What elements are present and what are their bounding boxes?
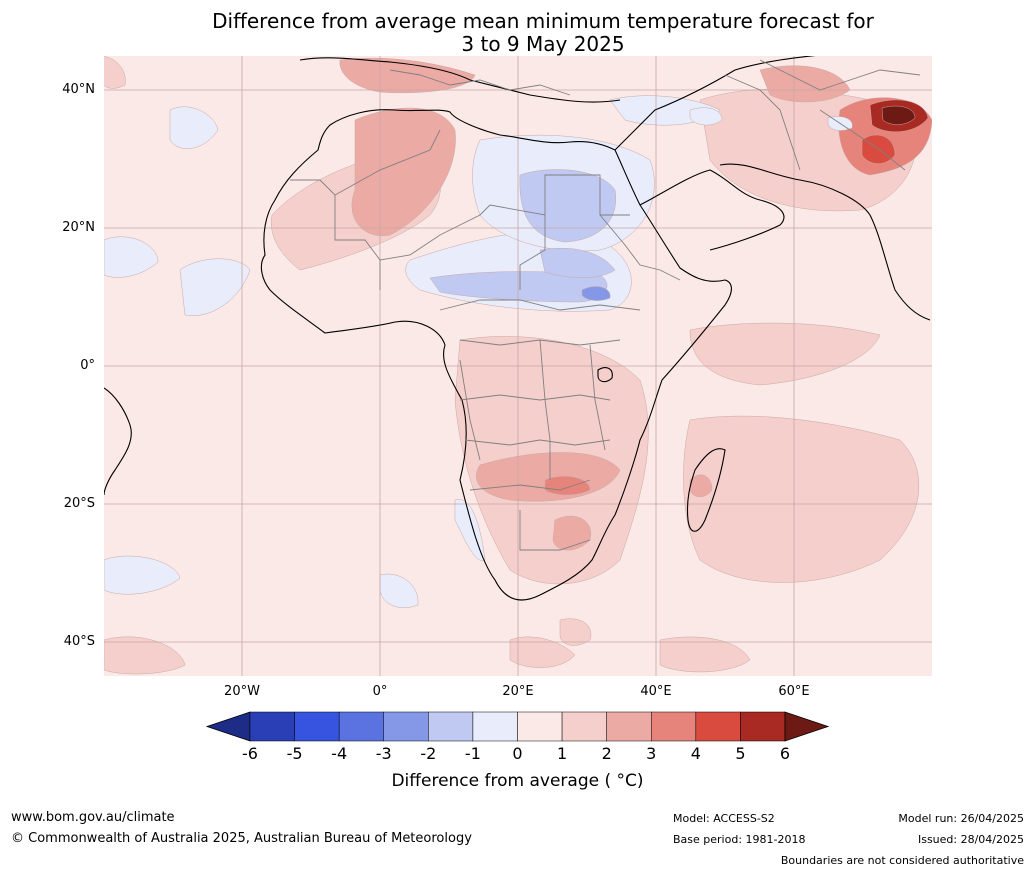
lat-label-40n: 40°N — [62, 82, 95, 97]
title-line-1: Difference from average mean minimum tem… — [212, 9, 874, 33]
anomaly-shading — [104, 56, 932, 675]
footer-url[interactable]: www.bom.gov.au/climate — [11, 810, 175, 825]
colorbar-tick-label: 6 — [779, 744, 791, 763]
colorbar-tick-label: -4 — [331, 744, 348, 763]
colorbar-segment — [740, 711, 786, 742]
lat-label-20n: 20°N — [62, 220, 95, 235]
colorbar-segment — [561, 711, 607, 742]
footer-issued: Issued: 28/04/2025 — [917, 833, 1024, 846]
colorbar-segment — [338, 711, 384, 742]
country-borders — [290, 59, 921, 551]
gridlines — [104, 56, 932, 676]
colorbar — [205, 711, 830, 742]
footer-copyright: © Commonwealth of Australia 2025, Austra… — [11, 831, 472, 846]
colorbar-segment — [517, 711, 563, 742]
colorbar-segment — [383, 711, 429, 742]
colorbar-segment — [428, 711, 474, 742]
lat-label-equator: 0° — [80, 358, 95, 373]
colorbar-tick-label: -2 — [420, 744, 437, 763]
lon-label-20w: 20°W — [224, 684, 260, 699]
colorbar-tick-label: -1 — [464, 744, 481, 763]
colorbar-segment — [249, 711, 295, 742]
colorbar-tick-label: -5 — [286, 744, 303, 763]
coastlines — [104, 56, 931, 601]
colorbar-segment — [606, 711, 652, 742]
lon-label-60e: 60°E — [778, 684, 810, 699]
colorbar-tick-label: 2 — [601, 744, 612, 763]
colorbar-extend-high — [784, 711, 830, 742]
colorbar-tick-label: 0 — [512, 744, 523, 763]
map-title: Difference from average mean minimum tem… — [0, 10, 1035, 56]
footer-model: Model: ACCESS-S2 — [673, 812, 775, 825]
footer-disclaimer: Boundaries are not considered authoritat… — [780, 854, 1024, 867]
colorbar-tick-label: 3 — [646, 744, 657, 763]
colorbar-tick-label: -3 — [375, 744, 392, 763]
lat-label-40s: 40°S — [63, 634, 95, 649]
colorbar-label: Difference from average ( °C) — [391, 771, 644, 791]
colorbar-tick-label: 5 — [735, 744, 746, 763]
colorbar-segment — [651, 711, 697, 742]
map-area — [104, 56, 932, 676]
footer-base-period: Base period: 1981-2018 — [673, 833, 806, 846]
colorbar-tick-label: 1 — [556, 744, 568, 763]
title-line-2: 3 to 9 May 2025 — [461, 32, 625, 56]
colorbar-segment — [695, 711, 741, 742]
colorbar-extend-low — [205, 711, 251, 742]
lon-label-0: 0° — [372, 684, 388, 699]
footer-model-run: Model run: 26/04/2025 — [898, 812, 1024, 825]
colorbar-segment — [472, 711, 518, 742]
colorbar-segment — [294, 711, 340, 742]
colorbar-tick-label: 4 — [690, 744, 701, 763]
lat-label-20s: 20°S — [63, 496, 95, 511]
lon-label-20e: 20°E — [502, 684, 534, 699]
lon-label-40e: 40°E — [640, 684, 672, 699]
colorbar-tick-label: -6 — [242, 744, 258, 763]
